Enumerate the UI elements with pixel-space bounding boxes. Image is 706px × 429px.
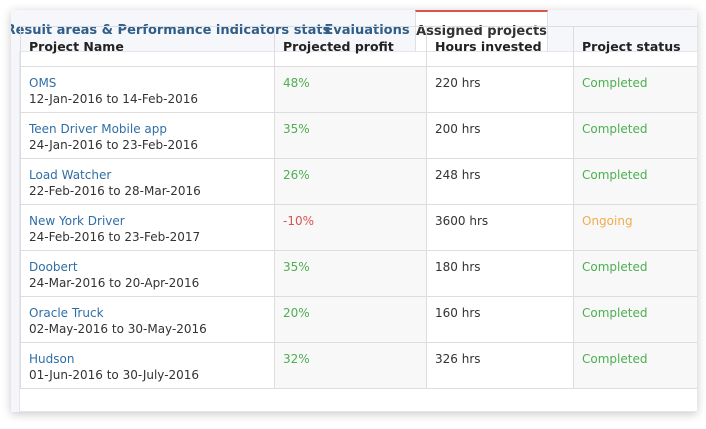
projected-profit: -10% bbox=[283, 214, 315, 228]
hours-invested: 3600 hrs bbox=[435, 214, 489, 228]
table-row: New York Driver 24-Feb-2016 to 23-Feb-201… bbox=[20, 204, 697, 251]
status-cell: Completed bbox=[573, 112, 697, 159]
projected-profit: 26% bbox=[283, 168, 310, 182]
project-dates: 24-Feb-2016 to 23-Feb-2017 bbox=[29, 230, 201, 244]
project-dates: 22-Feb-2016 to 28-Mar-2016 bbox=[29, 184, 201, 198]
profit-cell: 35% bbox=[274, 250, 427, 297]
projected-profit: 20% bbox=[283, 306, 310, 320]
hours-invested: 180 hrs bbox=[435, 260, 481, 274]
projected-profit: 48% bbox=[283, 76, 310, 90]
profit-cell: 35% bbox=[274, 112, 427, 159]
hours-cell: 160 hrs bbox=[426, 296, 574, 343]
column-header-hours-invested: Hours invested bbox=[426, 26, 574, 67]
project-name-link[interactable]: Doobert bbox=[29, 260, 78, 274]
table-row: Oracle Truck 02-May-2016 to 30-May-2016 2… bbox=[20, 296, 697, 343]
project-dates: 24-Mar-2016 to 20-Apr-2016 bbox=[29, 276, 200, 290]
status-cell: Completed bbox=[573, 250, 697, 297]
project-dates: 12-Jan-2016 to 14-Feb-2016 bbox=[29, 92, 199, 106]
table-header-row: Project Name Projected profit Hours inve… bbox=[20, 26, 697, 67]
project-status: Completed bbox=[582, 260, 648, 274]
table-row: Doobert 24-Mar-2016 to 20-Apr-2016 35% 18… bbox=[20, 250, 697, 297]
projected-profit: 35% bbox=[283, 122, 310, 136]
hours-invested: 220 hrs bbox=[435, 76, 481, 90]
hours-invested: 248 hrs bbox=[435, 168, 481, 182]
project-cell: Oracle Truck 02-May-2016 to 30-May-2016 bbox=[20, 296, 275, 343]
profit-cell: 20% bbox=[274, 296, 427, 343]
project-status: Completed bbox=[582, 76, 648, 90]
table-row: Teen Driver Mobile app 24-Jan-2016 to 23-… bbox=[20, 112, 697, 159]
project-cell: Load Watcher 22-Feb-2016 to 28-Mar-2016 bbox=[20, 158, 275, 205]
projected-profit: 35% bbox=[283, 260, 310, 274]
project-dates: 24-Jan-2016 to 23-Feb-2016 bbox=[29, 138, 199, 152]
project-cell: Teen Driver Mobile app 24-Jan-2016 to 23-… bbox=[20, 112, 275, 159]
project-status: Completed bbox=[582, 168, 648, 182]
projected-profit: 32% bbox=[283, 352, 310, 366]
table-row: OMS 12-Jan-2016 to 14-Feb-2016 48% 220 hr… bbox=[20, 66, 697, 113]
project-name-link[interactable]: Teen Driver Mobile app bbox=[29, 122, 167, 136]
status-cell: Completed bbox=[573, 342, 697, 389]
hours-invested: 200 hrs bbox=[435, 122, 481, 136]
project-status: Completed bbox=[582, 122, 648, 136]
project-name-link[interactable]: New York Driver bbox=[29, 214, 125, 228]
project-cell: Doobert 24-Mar-2016 to 20-Apr-2016 bbox=[20, 250, 275, 297]
profit-cell: 32% bbox=[274, 342, 427, 389]
profit-cell: -10% bbox=[274, 204, 427, 251]
hours-cell: 326 hrs bbox=[426, 342, 574, 389]
hours-cell: 200 hrs bbox=[426, 112, 574, 159]
project-status: Ongoing bbox=[582, 214, 633, 228]
hours-cell: 3600 hrs bbox=[426, 204, 574, 251]
project-dates: 01-Jun-2016 to 30-July-2016 bbox=[29, 368, 200, 382]
project-cell: Hudson 01-Jun-2016 to 30-July-2016 bbox=[20, 342, 275, 389]
projects-table: Project Name Projected profit Hours inve… bbox=[20, 26, 697, 389]
hours-cell: 220 hrs bbox=[426, 66, 574, 113]
table-row: Hudson 01-Jun-2016 to 30-July-2016 32% 32… bbox=[20, 342, 697, 389]
project-dates: 02-May-2016 to 30-May-2016 bbox=[29, 322, 207, 336]
assigned-projects-card: Result areas & Performance indicators st… bbox=[11, 10, 697, 412]
project-name-link[interactable]: Load Watcher bbox=[29, 168, 112, 182]
profit-cell: 48% bbox=[274, 66, 427, 113]
hours-cell: 248 hrs bbox=[426, 158, 574, 205]
hours-cell: 180 hrs bbox=[426, 250, 574, 297]
project-cell: OMS 12-Jan-2016 to 14-Feb-2016 bbox=[20, 66, 275, 113]
hours-invested: 160 hrs bbox=[435, 306, 481, 320]
column-header-projected-profit: Projected profit bbox=[274, 26, 427, 67]
status-cell: Completed bbox=[573, 66, 697, 113]
column-header-project-status: Project status bbox=[573, 26, 697, 67]
project-status: Completed bbox=[582, 306, 648, 320]
project-name-link[interactable]: Oracle Truck bbox=[29, 306, 104, 320]
project-name-link[interactable]: Hudson bbox=[29, 352, 75, 366]
project-status: Completed bbox=[582, 352, 648, 366]
project-name-link[interactable]: OMS bbox=[29, 76, 57, 90]
column-header-project-name: Project Name bbox=[20, 26, 275, 67]
table-row: Load Watcher 22-Feb-2016 to 28-Mar-2016 2… bbox=[20, 158, 697, 205]
status-cell: Completed bbox=[573, 296, 697, 343]
status-cell: Ongoing bbox=[573, 204, 697, 251]
profit-cell: 26% bbox=[274, 158, 427, 205]
project-cell: New York Driver 24-Feb-2016 to 23-Feb-201… bbox=[20, 204, 275, 251]
hours-invested: 326 hrs bbox=[435, 352, 481, 366]
status-cell: Completed bbox=[573, 158, 697, 205]
